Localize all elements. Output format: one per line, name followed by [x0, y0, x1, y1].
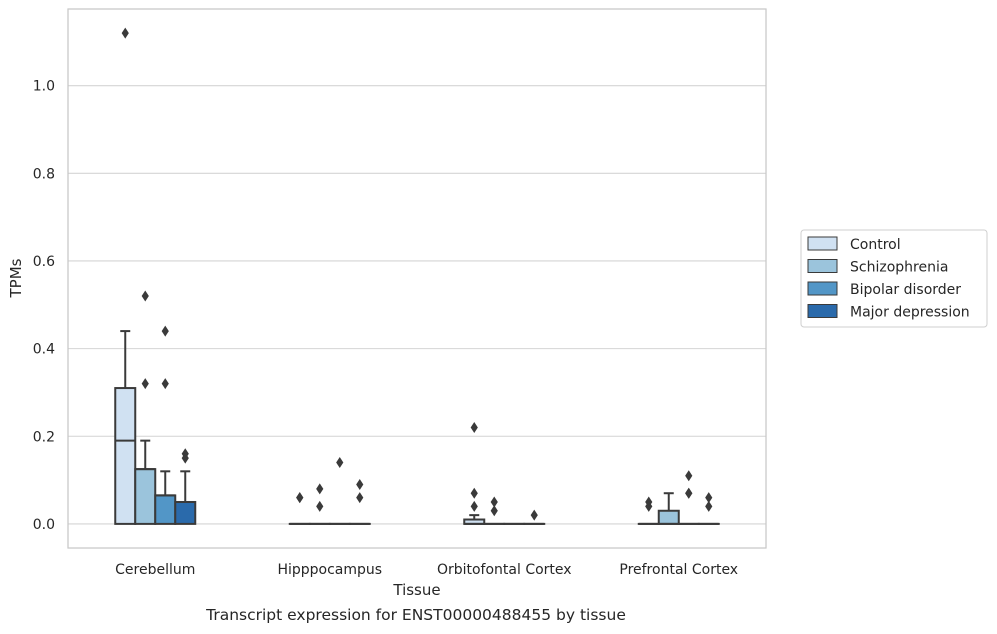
plot-frame [67, 8, 767, 549]
legend-swatch [807, 304, 838, 318]
outlier-marker [470, 487, 478, 499]
box-group [154, 325, 177, 525]
outlier-marker [705, 492, 713, 504]
outlier-marker [490, 496, 498, 508]
box-group [523, 509, 546, 525]
box-group [697, 492, 720, 525]
box-group [328, 457, 351, 525]
x-tick-label: Prefrontal Cortex [619, 562, 738, 578]
outlier-marker [141, 378, 149, 390]
outlier-marker [530, 509, 538, 521]
box-rect [114, 387, 137, 525]
legend-swatch [807, 281, 838, 296]
box-layer [114, 27, 720, 525]
outlier-marker [336, 457, 344, 469]
outlier-marker [316, 483, 324, 495]
y-tick-label: 0.4 [33, 342, 55, 358]
outlier-marker [356, 492, 364, 504]
legend-items: Control Schizophrenia Bipolar disorder Majo… [807, 236, 970, 321]
box-rect [657, 509, 680, 525]
box-group [288, 492, 311, 525]
box-group [174, 448, 197, 525]
gridlines [68, 85, 766, 525]
box-group [114, 27, 137, 525]
box-group [308, 483, 331, 525]
outlier-marker [470, 421, 478, 433]
legend-label: Control [850, 237, 901, 253]
y-tick-label: 1.0 [33, 79, 55, 95]
y-tick-label: 0.2 [33, 429, 55, 445]
outlier-marker [316, 500, 324, 512]
outlier-marker [121, 27, 129, 39]
box-group [134, 290, 157, 525]
x-axis-title: Tissue [392, 581, 440, 599]
legend-frame [800, 229, 988, 328]
chart-caption: Transcript expression for ENST0000048845… [206, 606, 626, 624]
box-group [677, 470, 700, 525]
box-group [637, 496, 660, 525]
y-tick-label: 0.8 [33, 166, 55, 182]
outlier-marker [161, 378, 169, 390]
box-group [483, 496, 506, 525]
outlier-marker [470, 500, 478, 512]
x-tick-label: Orbitofontal Cortex [437, 562, 572, 578]
box-group [348, 478, 371, 525]
legend-swatch [807, 236, 838, 251]
legend-label: Major depression [850, 305, 970, 321]
outlier-marker [356, 478, 364, 490]
outlier-marker [296, 492, 304, 504]
outlier-marker [705, 500, 713, 512]
legend-label: Schizophrenia [850, 260, 948, 276]
legend: Control Schizophrenia Bipolar disorder Majo… [800, 229, 988, 328]
outlier-marker [141, 290, 149, 302]
x-tick-label: Hipppocampus [277, 562, 382, 578]
legend-swatch [807, 259, 838, 273]
legend-label: Bipolar disorder [850, 282, 961, 298]
outlier-marker [685, 470, 693, 482]
box-group [657, 492, 680, 525]
outlier-marker [645, 500, 653, 512]
box-rect [154, 494, 177, 525]
outlier-marker [685, 487, 693, 499]
x-tick-label: Cerebellum [115, 562, 195, 578]
box-group [463, 421, 486, 525]
tick-labels: 0.0 0.2 0.4 0.6 0.8 1.0 Cerebellum Hipppocampus… [33, 79, 738, 578]
y-tick-label: 0.6 [33, 254, 55, 270]
y-axis-title: TPMs [7, 258, 25, 298]
y-tick-label: 0.0 [33, 517, 55, 533]
box-rect [134, 468, 157, 525]
box-rect [174, 500, 197, 525]
outlier-marker [490, 505, 498, 517]
outlier-marker [161, 325, 169, 337]
outlier-marker [181, 452, 189, 464]
